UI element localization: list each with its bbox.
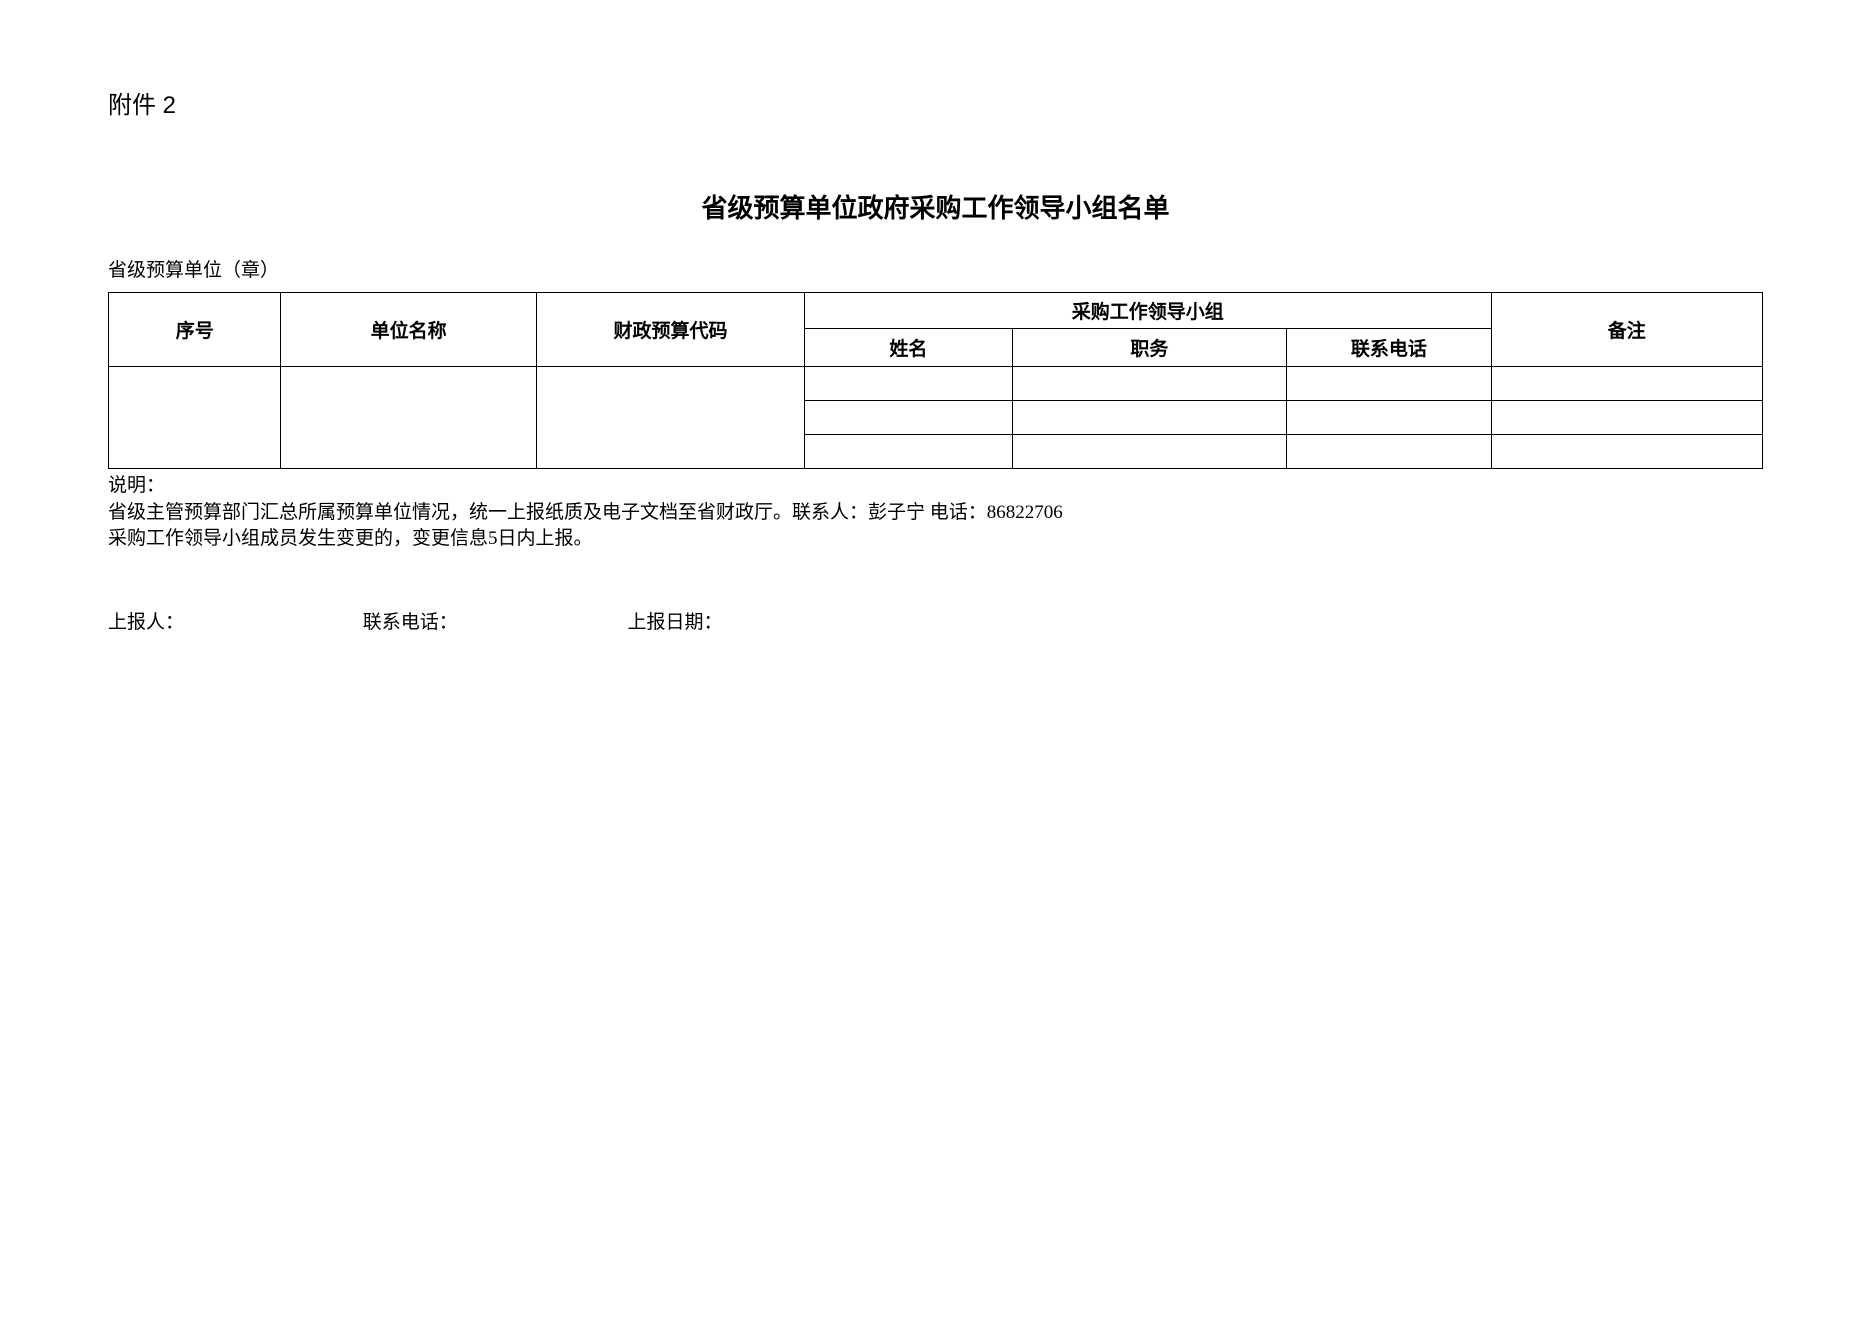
cell-duty: [1012, 367, 1287, 401]
cell-name: [805, 401, 1013, 435]
notes-line-1: 省级主管预算部门汇总所属预算单位情况，统一上报纸质及电子文档至省财政厅。联系人：…: [108, 500, 1763, 527]
cell-phone: [1287, 367, 1491, 401]
footer-reporter-label: 上报人：: [108, 607, 358, 634]
footer-phone-label: 联系电话：: [363, 607, 623, 634]
cell-remark: [1491, 367, 1762, 401]
cell-phone: [1287, 401, 1491, 435]
unit-stamp-label: 省级预算单位（章）: [108, 255, 1763, 282]
cell-duty: [1012, 401, 1287, 435]
notes-line-2: 采购工作领导小组成员发生变更的，变更信息5日内上报。: [108, 526, 1763, 553]
notes-label: 说明：: [108, 473, 1763, 500]
col-header-phone: 联系电话: [1287, 329, 1491, 367]
col-header-unit: 单位名称: [281, 293, 536, 367]
cell-phone: [1287, 435, 1491, 469]
footer-date-label: 上报日期：: [628, 607, 723, 634]
cell-code: [536, 367, 804, 469]
attachment-label: 附件 2: [108, 85, 1763, 120]
cell-seq: [109, 367, 281, 469]
cell-remark: [1491, 401, 1762, 435]
cell-name: [805, 435, 1013, 469]
col-header-remark: 备注: [1491, 293, 1762, 367]
col-header-seq: 序号: [109, 293, 281, 367]
col-header-name: 姓名: [805, 329, 1013, 367]
document-page: 附件 2 省级预算单位政府采购工作领导小组名单 省级预算单位（章） 序号 单位名…: [0, 0, 1871, 719]
table-row: [109, 367, 1763, 401]
notes-section: 说明： 省级主管预算部门汇总所属预算单位情况，统一上报纸质及电子文档至省财政厅。…: [108, 473, 1763, 553]
table-header-row-1: 序号 单位名称 财政预算代码 采购工作领导小组 备注: [109, 293, 1763, 329]
col-header-group: 采购工作领导小组: [805, 293, 1492, 329]
footer-section: 上报人： 联系电话： 上报日期：: [108, 607, 1763, 634]
cell-remark: [1491, 435, 1762, 469]
cell-name: [805, 367, 1013, 401]
cell-unit: [281, 367, 536, 469]
leadership-table: 序号 单位名称 财政预算代码 采购工作领导小组 备注 姓名 职务 联系电话: [108, 292, 1763, 469]
col-header-code: 财政预算代码: [536, 293, 804, 367]
page-title: 省级预算单位政府采购工作领导小组名单: [108, 188, 1763, 225]
cell-duty: [1012, 435, 1287, 469]
col-header-duty: 职务: [1012, 329, 1287, 367]
